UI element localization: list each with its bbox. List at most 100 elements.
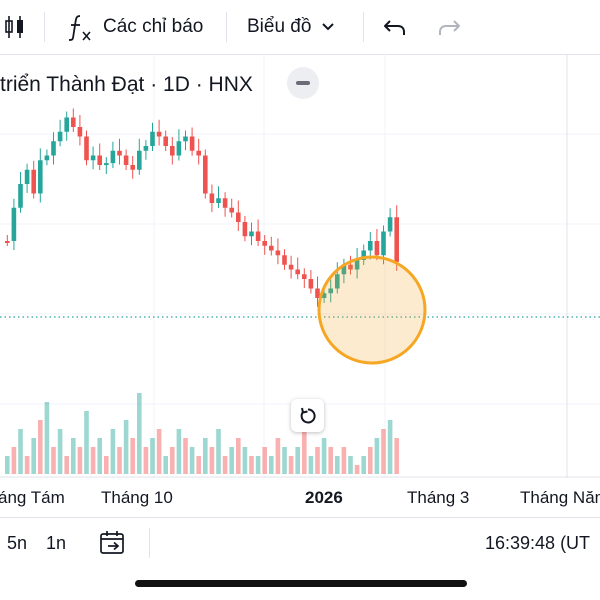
volume-bar: [203, 438, 208, 474]
symbol-legend[interactable]: triển Thành Đạt · 1D · HNX: [0, 70, 253, 100]
chart-style-button[interactable]: [4, 0, 26, 54]
x-tick-label: 2026: [305, 488, 343, 507]
chart-type-label: Biểu đồ: [247, 16, 312, 37]
collapse-legend-button[interactable]: [287, 67, 319, 99]
volume-bar: [57, 429, 63, 474]
candle-body: [163, 136, 168, 146]
price-chart[interactable]: [0, 54, 600, 478]
indicators-button[interactable]: Các chỉ báo: [66, 0, 203, 54]
volume-bar: [90, 447, 96, 474]
undo-icon: [384, 20, 405, 35]
volume-bar: [38, 420, 43, 474]
candle-body: [156, 131, 162, 137]
candle-body: [242, 222, 248, 237]
candle-body: [381, 231, 386, 256]
candle-body: [90, 155, 96, 161]
range-1n-button[interactable]: 1n: [46, 532, 67, 553]
volume-bars: [5, 393, 399, 474]
volume-bar: [84, 411, 89, 474]
candle-body: [328, 288, 333, 294]
volume-bar: [295, 447, 300, 474]
volume-bar: [196, 456, 201, 474]
time-axis[interactable]: áng Tám Tháng 10 2026 Tháng 3 Tháng Năm: [0, 478, 600, 516]
candle-body: [123, 155, 129, 165]
candle-body: [18, 184, 23, 208]
candle-body: [51, 141, 56, 156]
candle-body: [335, 274, 340, 289]
top-toolbar: Các chỉ báo Biểu đồ: [0, 0, 600, 55]
reset-icon: [300, 407, 316, 423]
range-5n-button[interactable]: 5n: [7, 532, 28, 553]
volume-bar: [77, 447, 83, 474]
candle-body: [361, 250, 366, 260]
volume-bar: [387, 420, 393, 474]
candle-body: [176, 141, 182, 156]
volume-bar: [137, 393, 142, 474]
minus-icon: [296, 81, 310, 85]
volume-bar: [249, 456, 254, 474]
candle-body: [189, 136, 195, 151]
candle-body: [249, 231, 254, 237]
candle-body: [143, 146, 149, 151]
candle-body: [354, 260, 360, 270]
clock-timezone[interactable]: 16:39:48 (UT: [485, 532, 591, 553]
volume-bar: [5, 456, 10, 474]
candle-body: [196, 150, 201, 156]
candle-body: [71, 117, 76, 127]
chevron-down-icon: [322, 23, 335, 31]
volume-bar: [71, 438, 76, 474]
volume-bar: [308, 456, 314, 474]
reset-chart-button[interactable]: [291, 399, 324, 432]
candle-body: [269, 245, 274, 251]
candle-body: [31, 169, 36, 194]
chart-type-button[interactable]: Biểu đồ: [247, 0, 336, 54]
volume-bar: [262, 447, 267, 474]
volume-bar: [315, 447, 320, 474]
candle-body: [387, 217, 393, 232]
volume-bar: [11, 447, 17, 474]
x-tick-label: Tháng 10: [101, 488, 173, 507]
candle-body: [84, 136, 89, 161]
candle-body: [262, 241, 267, 246]
volume-bar: [31, 438, 36, 474]
x-tick-label: Tháng 3: [407, 488, 470, 507]
volume-bar: [24, 456, 30, 474]
candle-body: [348, 264, 353, 270]
candle-body: [77, 127, 83, 137]
candle-body: [11, 207, 17, 241]
candle-body: [130, 165, 135, 170]
volume-bar: [269, 456, 274, 474]
volume-bar: [335, 456, 340, 474]
candle-body: [229, 207, 234, 213]
fx-icon: [68, 15, 91, 41]
volume-bar: [348, 456, 353, 474]
volume-bar: [183, 438, 188, 474]
candle-body: [295, 269, 300, 275]
volume-bar: [275, 438, 281, 474]
volume-bar: [110, 429, 116, 474]
volume-bar: [97, 438, 102, 474]
candle-body: [216, 198, 221, 203]
candle-body: [137, 150, 142, 170]
undo-button[interactable]: [382, 0, 408, 54]
candle-body: [183, 136, 188, 142]
candle-body: [288, 264, 294, 270]
highlight-circle: [317, 255, 427, 365]
candle-body: [374, 241, 380, 256]
candle-body: [368, 241, 373, 251]
candle-body: [57, 131, 63, 142]
volume-bar: [130, 438, 135, 474]
candle-body: [255, 231, 261, 241]
candle-body: [150, 131, 155, 146]
candle-body: [97, 155, 102, 165]
x-tick-label: áng Tám: [0, 488, 65, 507]
goto-date-button[interactable]: [99, 518, 127, 568]
volume-bar: [361, 456, 366, 474]
volume-bar: [44, 402, 50, 474]
redo-button[interactable]: [436, 0, 462, 54]
calendar-goto-icon: [100, 531, 124, 554]
home-indicator: [135, 580, 467, 587]
volume-bar: [381, 429, 386, 474]
volume-bar: [328, 447, 333, 474]
bottom-toolbar: 5n 1n 16:39:48 (UT: [0, 517, 600, 568]
